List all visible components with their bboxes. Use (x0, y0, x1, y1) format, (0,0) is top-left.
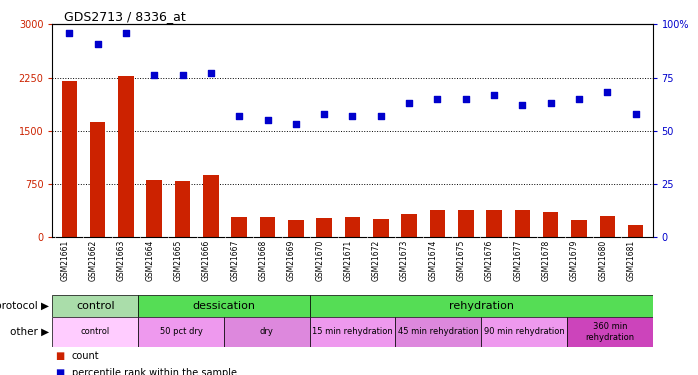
Point (602, 89, 613, 95)
Point (630, 111, 641, 117)
Bar (61, 81, 77, 237)
Text: GSM21665: GSM21665 (174, 240, 183, 281)
Point (545, 100, 556, 106)
Point (64, 30, 75, 36)
Bar (600, 216, 615, 237)
Text: GDS2713 / 8336_at: GDS2713 / 8336_at (64, 10, 186, 23)
Bar (310, 317, 395, 347)
Text: GSM21664: GSM21664 (145, 240, 154, 281)
Text: control: control (76, 301, 114, 311)
Point (376, 113, 387, 119)
Text: dessication: dessication (193, 301, 255, 311)
Text: dry: dry (260, 327, 274, 336)
Text: GSM21673: GSM21673 (400, 240, 409, 281)
Bar (345, 217, 360, 237)
Bar (310, 295, 653, 317)
Bar (628, 225, 644, 237)
Text: 360 min
rehydration: 360 min rehydration (585, 322, 634, 342)
Text: GSM21668: GSM21668 (258, 240, 267, 281)
Text: GSM21663: GSM21663 (117, 240, 126, 281)
Bar (232, 217, 247, 237)
Point (432, 96, 443, 102)
Bar (138, 317, 224, 347)
Point (489, 92, 500, 98)
Point (517, 102, 528, 108)
Point (290, 121, 302, 127)
Text: 50 pct dry: 50 pct dry (160, 327, 202, 336)
Point (403, 100, 415, 106)
Text: GSM21661: GSM21661 (60, 240, 69, 281)
Text: GSM21677: GSM21677 (514, 240, 522, 281)
Point (149, 72, 160, 78)
Text: GSM21667: GSM21667 (230, 240, 239, 281)
Point (262, 117, 273, 123)
Bar (514, 210, 530, 237)
Bar (147, 180, 162, 237)
Bar (260, 217, 275, 237)
Text: GSM21669: GSM21669 (287, 240, 296, 281)
Bar (395, 317, 481, 347)
Text: GSM21675: GSM21675 (456, 240, 466, 281)
Text: GSM21666: GSM21666 (202, 240, 211, 281)
Text: GSM21672: GSM21672 (372, 240, 381, 281)
Bar (571, 220, 587, 237)
Text: 15 min rehydration: 15 min rehydration (312, 327, 393, 336)
Text: GSM21670: GSM21670 (315, 240, 324, 281)
Point (574, 96, 585, 102)
Text: 90 min rehydration: 90 min rehydration (484, 327, 565, 336)
Text: 45 min rehydration: 45 min rehydration (398, 327, 479, 336)
Text: ■: ■ (56, 368, 68, 375)
Bar (458, 210, 473, 237)
Bar (481, 317, 567, 347)
Text: other ▶: other ▶ (10, 327, 49, 337)
Bar (90, 122, 105, 237)
Text: control: control (80, 327, 110, 336)
Bar (52, 317, 138, 347)
Text: GSM21680: GSM21680 (598, 240, 607, 281)
Bar (288, 220, 304, 237)
Point (318, 111, 329, 117)
Text: GSM21678: GSM21678 (542, 240, 551, 281)
Point (205, 70, 216, 76)
Text: percentile rank within the sample: percentile rank within the sample (72, 368, 237, 375)
Bar (401, 214, 417, 237)
Text: GSM21671: GSM21671 (343, 240, 352, 281)
Point (460, 96, 471, 102)
Point (234, 113, 245, 119)
Bar (373, 219, 389, 237)
Bar (430, 210, 445, 237)
Text: protocol ▶: protocol ▶ (0, 301, 49, 311)
Text: count: count (72, 351, 100, 361)
Text: GSM21662: GSM21662 (89, 240, 98, 281)
Point (177, 72, 188, 78)
Text: rehydration: rehydration (449, 301, 514, 311)
Point (347, 113, 358, 119)
Text: GSM21679: GSM21679 (570, 240, 579, 281)
Point (120, 30, 131, 36)
Point (92, 40, 103, 46)
Bar (316, 218, 332, 237)
Text: GSM21681: GSM21681 (627, 240, 636, 281)
Text: GSM21674: GSM21674 (429, 240, 438, 281)
Bar (118, 76, 134, 237)
Bar (174, 181, 191, 237)
Bar (487, 210, 502, 237)
Bar (224, 317, 310, 347)
Bar (138, 295, 310, 317)
Bar (52, 295, 138, 317)
Bar (567, 317, 653, 347)
Text: GSM21676: GSM21676 (485, 240, 494, 281)
Bar (543, 212, 558, 237)
Text: ■: ■ (56, 351, 68, 361)
Bar (203, 176, 218, 237)
